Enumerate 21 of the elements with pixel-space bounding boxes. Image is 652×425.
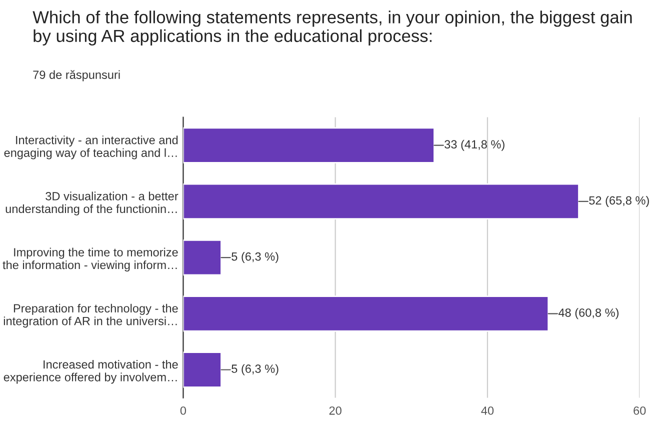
data-label: 52 (65,8 %) (589, 196, 649, 207)
chart-title: Which of the following statements represents, in your opinion, the biggest gain by using AR applications in the educational process: (32, 10, 632, 46)
y-tick-label: 3D visualization - a better understanding of the functionin… (6, 192, 178, 216)
bar (183, 239, 222, 276)
data-label: 48 (60,8 %) (558, 308, 619, 320)
text: 79 de răspunsuri (33, 70, 120, 82)
bar (183, 183, 580, 220)
bar (183, 127, 435, 164)
data-label: 5 (6,3 %) (232, 364, 278, 376)
data-label: 33 (41,8 %) (444, 140, 504, 151)
bar (183, 352, 222, 388)
x-tick-label: 60 (634, 406, 646, 415)
x-tick-label: 0 (180, 406, 186, 415)
bar (183, 296, 550, 332)
y-tick-label: Interactivity - an interactive and engaging way of teaching and l… (4, 136, 178, 160)
x-tick-label: 40 (481, 406, 494, 415)
data-label: 5 (6,3 %) (232, 252, 278, 264)
y-tick-label: Improving the time to memorize the information - viewing inform… (2, 248, 178, 272)
y-tick-label: Increased motivation - the experience offered by involvem… (4, 360, 178, 384)
y-tick-label: Preparation for technology - the integration of AR in the universi… (4, 304, 178, 328)
x-tick-label: 20 (329, 406, 342, 415)
